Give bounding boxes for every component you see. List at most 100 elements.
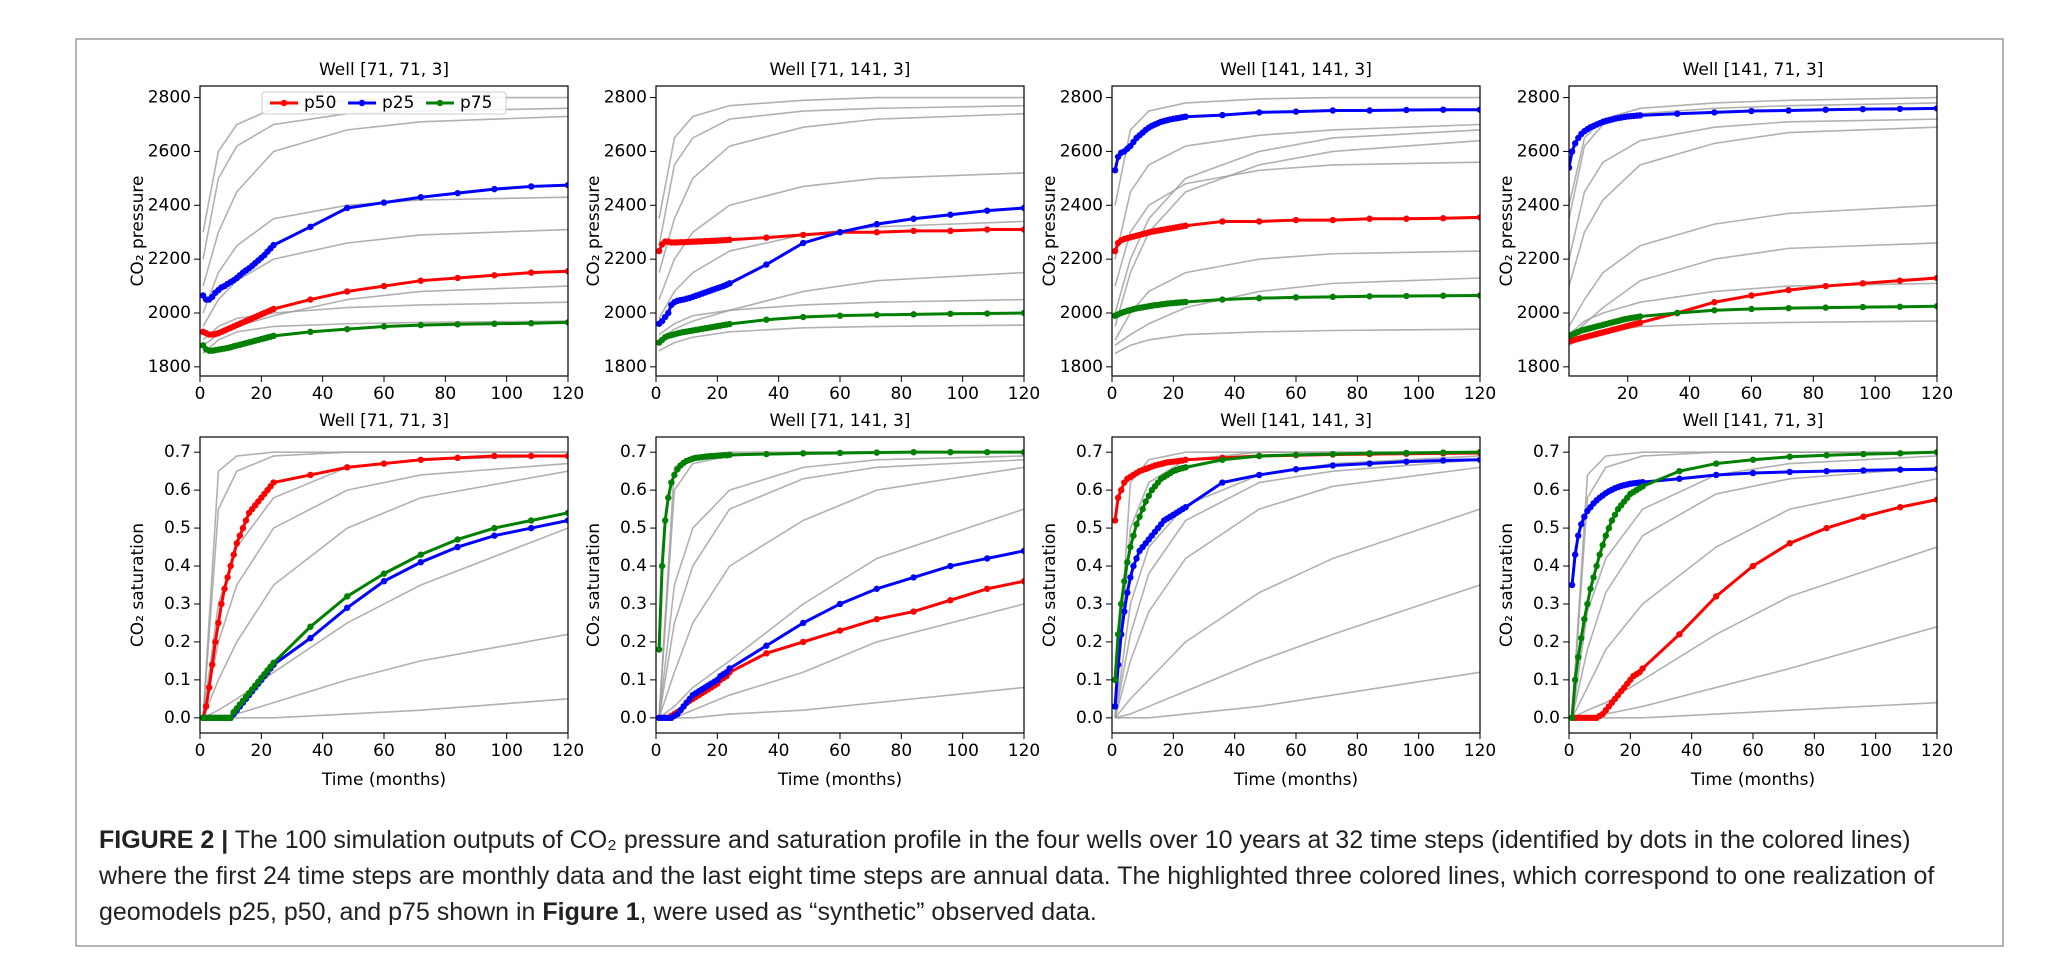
series-dot <box>1933 274 1937 282</box>
y-tick-label: 0.6 <box>1076 480 1103 500</box>
series-dot <box>1636 313 1644 320</box>
series-dot <box>218 600 225 608</box>
series-dot <box>1748 107 1755 115</box>
series-line <box>1113 450 1480 680</box>
series-dot <box>1713 471 1720 479</box>
series-dot <box>454 189 461 197</box>
x-tick-label: 120 <box>552 384 584 404</box>
series-dot <box>380 460 388 467</box>
x-tick-label: 20 <box>707 384 729 404</box>
simulation-line <box>202 527 568 719</box>
series-dot <box>1676 475 1683 482</box>
series-dot <box>726 236 733 243</box>
series-dot <box>1822 106 1829 113</box>
simulation-line <box>202 455 568 718</box>
x-tick-label: 80 <box>1804 741 1826 761</box>
series-dot <box>726 320 733 328</box>
x-tick-label: 100 <box>1859 384 1891 404</box>
y-tick-label: 0.2 <box>1076 632 1103 652</box>
series-dot <box>800 638 807 646</box>
series-dot <box>1860 450 1867 458</box>
simulation-line <box>1571 477 1937 719</box>
simulation-line <box>1572 625 1937 719</box>
series-dot <box>1596 551 1603 558</box>
series-dot <box>1639 483 1646 490</box>
series-dot <box>1133 521 1140 528</box>
simulation-line <box>1114 451 1480 718</box>
y-tick-label: 0.2 <box>1533 632 1560 652</box>
series-dot <box>491 524 498 532</box>
series-dot <box>984 448 991 456</box>
series-dot <box>1713 593 1720 600</box>
series-line <box>657 450 1024 650</box>
series-dot <box>1786 468 1794 476</box>
series-dot <box>1403 215 1410 222</box>
simulation-line <box>658 271 1024 341</box>
y-axis-label: CO₂ pressure <box>1040 176 1060 287</box>
series-dot <box>1896 303 1904 310</box>
y-tick-label: 0.2 <box>164 632 191 652</box>
series-dot <box>1636 112 1644 119</box>
legend-label: p75 <box>460 93 492 113</box>
series-dot <box>1366 450 1373 457</box>
series-dot <box>1182 456 1189 463</box>
series-dot <box>1571 551 1579 558</box>
series-dot <box>528 517 535 524</box>
series-dot <box>947 310 954 317</box>
x-tick-label: 120 <box>1464 384 1496 404</box>
series-dot <box>1933 496 1937 503</box>
series-dot <box>873 615 880 623</box>
series-dot <box>1114 631 1122 638</box>
series-dot <box>1366 107 1373 114</box>
series-dot <box>380 323 388 330</box>
series-dot <box>1020 309 1024 317</box>
y-axis-label: CO₂ saturation <box>128 523 148 647</box>
y-tick-label: 2800 <box>1060 88 1103 108</box>
series-dot <box>665 494 672 501</box>
simulation-line <box>1114 508 1480 719</box>
simulation-line <box>1569 126 1937 287</box>
caption-text: The 100 simulation outputs of CO₂ pressu… <box>99 826 1935 926</box>
series-dot <box>1823 467 1830 475</box>
series-dot <box>1859 280 1866 287</box>
series-dot <box>242 517 250 524</box>
series-dot <box>1020 448 1024 456</box>
series-dot <box>910 227 917 235</box>
series-dot <box>1133 555 1140 562</box>
x-tick-label: 120 <box>552 741 584 761</box>
y-tick-label: 2400 <box>1517 195 1560 215</box>
series-dot <box>726 280 733 287</box>
series-dot <box>836 312 844 319</box>
simulation-line <box>1114 466 1480 719</box>
y-tick-label: 0.5 <box>1076 518 1103 538</box>
y-tick-label: 1800 <box>1517 357 1560 377</box>
y-tick-label: 2800 <box>148 88 191 108</box>
y-axis-label: CO₂ saturation <box>1040 523 1060 647</box>
x-tick-label: 0 <box>651 384 662 404</box>
x-tick-label: 40 <box>1681 741 1703 761</box>
series-dot <box>1366 293 1373 300</box>
series-dot <box>1440 106 1447 113</box>
y-tick-label: 0.7 <box>1076 442 1103 462</box>
y-tick-label: 0.2 <box>620 632 647 652</box>
series-dot <box>564 181 568 189</box>
series-dot <box>1329 216 1337 224</box>
simulation-line <box>1569 204 1937 327</box>
simulation-line <box>1571 455 1937 718</box>
series-dot <box>491 320 498 327</box>
series-dot <box>1121 578 1128 585</box>
series-dot <box>209 661 216 668</box>
series-dot <box>1933 303 1937 310</box>
series-dot <box>564 517 568 524</box>
series-dot <box>1476 292 1480 299</box>
series-dot <box>1896 105 1904 113</box>
series-dot <box>1403 449 1410 457</box>
x-axis-label: Time (months) <box>777 770 902 790</box>
series-dot <box>344 604 351 611</box>
y-tick-label: 2000 <box>1517 303 1560 323</box>
panel-title: Well [71, 71, 3] <box>319 60 449 80</box>
plot-area <box>1112 96 1480 355</box>
y-tick-label: 2200 <box>148 249 191 269</box>
x-tick-label: 60 <box>373 384 395 404</box>
